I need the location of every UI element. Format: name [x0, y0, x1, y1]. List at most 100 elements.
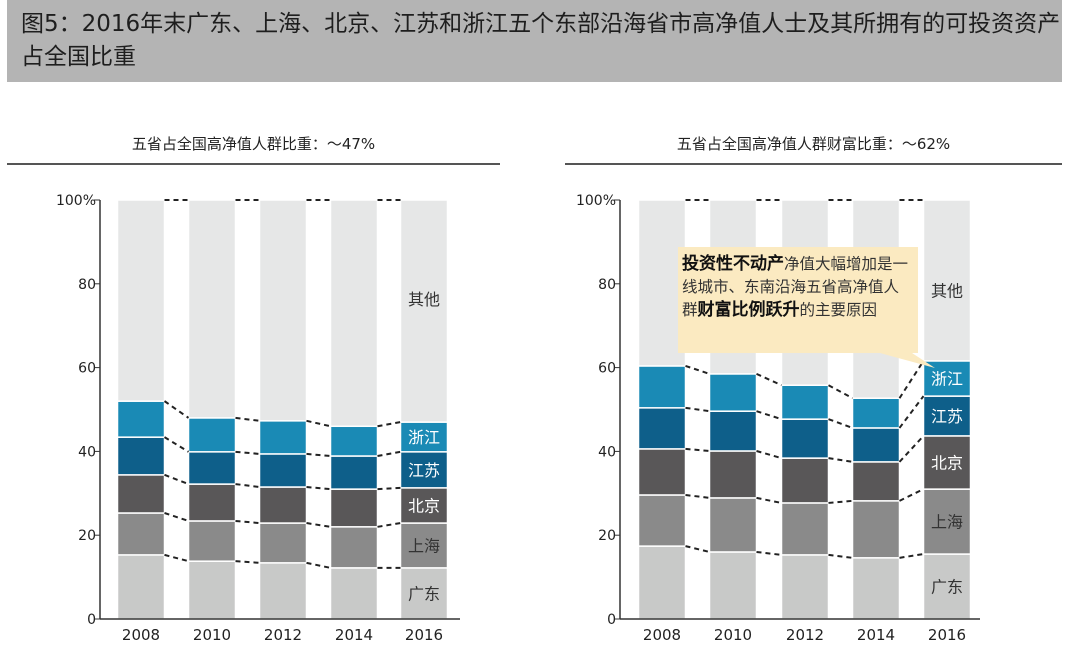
- bar-segment-2008-广东: [116, 554, 166, 620]
- left-divider: [7, 163, 500, 165]
- series-label-江苏: 江苏: [931, 407, 963, 426]
- callout-pointer: [880, 353, 935, 368]
- series-label-浙江: 浙江: [931, 369, 963, 388]
- bar-segment-2010-北京: [187, 483, 237, 522]
- series-label-广东: 广东: [931, 578, 963, 597]
- bar-segment-2012-广东: [258, 562, 308, 620]
- bar-segment-2014-上海: [851, 500, 901, 559]
- x-tick-label: 2010: [193, 626, 231, 644]
- bar-segment-2014-江苏: [329, 455, 379, 490]
- x-tick-label: 2008: [643, 626, 681, 644]
- bar-segment-2014-广东: [851, 557, 901, 620]
- connector-line: [899, 488, 924, 502]
- connector-line: [163, 400, 190, 419]
- bar-segment-2008-上海: [637, 494, 687, 547]
- bar-segment-2008-北京: [116, 474, 166, 514]
- x-tick-label: 2012: [786, 626, 824, 644]
- y-tick-label: 80: [598, 277, 616, 293]
- bar-segment-2008-其他: [116, 199, 166, 402]
- bar-segment-2008-广东: [637, 545, 687, 620]
- connector-line: [756, 450, 782, 460]
- right-divider: [565, 163, 1062, 165]
- connector-line: [377, 421, 401, 428]
- series-label-广东: 广东: [408, 584, 440, 603]
- connector-line: [164, 553, 189, 563]
- x-tick-label: 2014: [857, 626, 895, 644]
- connector-line: [377, 522, 401, 528]
- bar-segment-2010-北京: [708, 450, 758, 499]
- y-tick-label: 100%: [56, 193, 96, 209]
- connector-line: [828, 499, 853, 504]
- series-label-上海: 上海: [931, 513, 963, 532]
- connector-line: [828, 418, 853, 429]
- bar-segment-2014-江苏: [851, 427, 901, 463]
- bar-segment-2012-江苏: [780, 418, 830, 459]
- y-tick-label: 20: [78, 528, 96, 544]
- connector-line: [828, 384, 853, 400]
- bar-segment-2014-浙江: [329, 425, 379, 457]
- x-tick-label: 2012: [264, 626, 302, 644]
- bar-segment-2014-北京: [329, 488, 379, 528]
- x-tick-label: 2014: [335, 626, 373, 644]
- bar-segment-2016-上海: [399, 522, 449, 569]
- bar-segment-2010-浙江: [187, 417, 237, 453]
- connector-line: [685, 493, 710, 499]
- bar-segment-2012-上海: [258, 522, 308, 564]
- bar-segment-2014-浙江: [851, 397, 901, 429]
- bar-segment-2014-广东: [329, 567, 379, 620]
- figure-title: 图5：2016年末广东、上海、北京、江苏和浙江五个东部沿海省市高净值人士及其所拥…: [21, 11, 1061, 70]
- left-chart-subtitle: 五省占全国高净值人群比重：～47%: [131, 135, 376, 153]
- x-tick-label: 2010: [714, 626, 752, 644]
- bar-segment-2010-江苏: [708, 410, 758, 452]
- y-tick-label: 80: [78, 277, 96, 293]
- connector-line: [164, 473, 189, 486]
- bar-segment-2012-江苏: [258, 453, 308, 488]
- bar-segment-2008-江苏: [637, 407, 687, 450]
- bar-segment-2010-江苏: [187, 451, 237, 485]
- connector-line: [235, 560, 260, 564]
- bar-segment-2010-浙江: [708, 373, 758, 412]
- bar-segment-2012-北京: [258, 486, 308, 524]
- x-tick-label: 2016: [928, 626, 966, 644]
- connector-line: [898, 395, 925, 429]
- connector-line: [828, 457, 853, 463]
- bar-segment-2016-江苏: [399, 451, 449, 489]
- annotation-bold-2: 财富比例跃升: [697, 300, 800, 320]
- connector-line: [164, 512, 189, 522]
- bar-segment-2008-上海: [116, 512, 166, 556]
- annotation-text-1: 净值大幅增加是一线城市、东南沿海五省高净值人群: [682, 255, 909, 319]
- bar-segment-2016-其他: [399, 199, 449, 423]
- series-label-其他: 其他: [408, 290, 440, 309]
- series-label-上海: 上海: [408, 536, 440, 555]
- bar-segment-2008-浙江: [637, 365, 687, 409]
- right-chart-subtitle: 五省占全国高净值人群财富比重：～62%: [676, 135, 951, 153]
- series-label-浙江: 浙江: [408, 428, 440, 447]
- connector-line: [377, 486, 401, 491]
- y-tick-label: 100%: [576, 193, 616, 209]
- bar-segment-2012-浙江: [258, 420, 308, 455]
- bar-segment-2012-浙江: [780, 384, 830, 420]
- connector-line: [163, 436, 190, 453]
- connector-line: [685, 447, 710, 452]
- y-tick-label: 0: [607, 612, 616, 628]
- bar-segment-2012-北京: [780, 457, 830, 504]
- bar-segment-2008-其他: [637, 199, 687, 367]
- bar-segment-2010-其他: [187, 199, 237, 419]
- connector-line: [306, 452, 331, 458]
- connector-line: [685, 545, 710, 553]
- bar-segment-2014-其他: [329, 199, 379, 428]
- annotation-callout: 投资性不动产净值大幅增加是一线城市、东南沿海五省高净值人群财富比例跃升的主要原因: [678, 247, 918, 353]
- connector-line: [377, 450, 401, 457]
- y-tick-label: 0: [87, 612, 96, 628]
- bar-segment-2016-浙江: [399, 421, 449, 453]
- bar-segment-2012-上海: [780, 502, 830, 556]
- bar-segment-2010-广东: [187, 560, 237, 620]
- x-tick-label: 2016: [405, 626, 443, 644]
- y-tick-label: 20: [598, 528, 616, 544]
- bar-segment-2008-浙江: [116, 400, 166, 438]
- series-label-江苏: 江苏: [408, 461, 440, 480]
- connector-line: [685, 364, 710, 375]
- connector-line: [756, 550, 782, 556]
- connector-line: [685, 406, 710, 413]
